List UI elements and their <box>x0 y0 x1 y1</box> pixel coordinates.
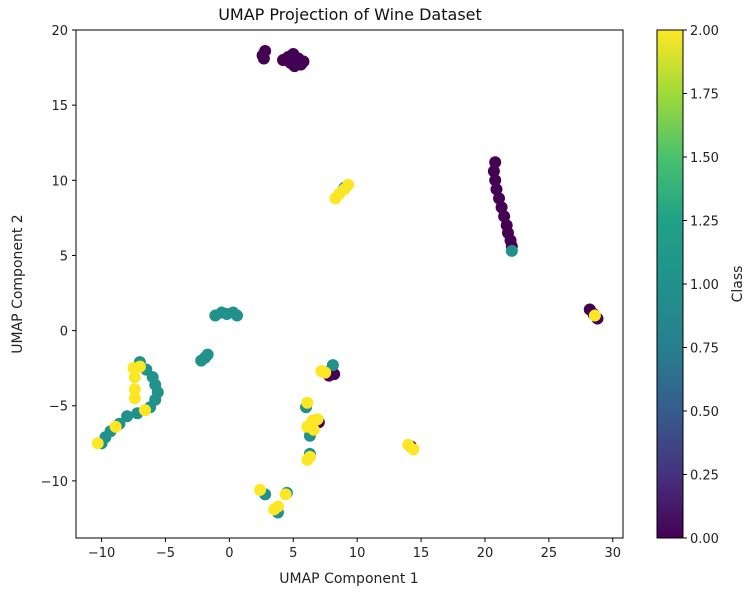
data-point-class-2 <box>128 392 141 405</box>
x-tick-label: 20 <box>477 546 494 561</box>
data-point-class-0 <box>495 201 508 214</box>
data-point-class-2 <box>311 413 324 426</box>
data-point-class-2 <box>254 483 267 496</box>
y-axis-label: UMAP Component 2 <box>10 214 26 353</box>
data-point-class-2 <box>342 178 355 191</box>
data-point-class-2 <box>133 360 146 373</box>
y-tick-label: −10 <box>41 475 68 490</box>
colorbar-tick-label: 0.25 <box>690 469 719 484</box>
data-point-class-2 <box>128 383 141 396</box>
colorbar-tick-label: 1.50 <box>690 151 719 166</box>
data-point-class-2 <box>315 365 328 378</box>
y-tick-label: −5 <box>49 400 68 415</box>
data-point-class-1 <box>231 309 244 322</box>
data-point-class-1 <box>201 348 214 361</box>
y-tick-label: 10 <box>51 174 68 189</box>
points-layer <box>91 45 604 519</box>
x-tick-label: 30 <box>605 546 622 561</box>
data-point-class-0 <box>490 183 503 196</box>
data-point-class-0 <box>489 174 502 187</box>
data-point-class-0 <box>493 192 506 205</box>
colorbar-ticks: 0.00 0.25 0.50 0.75 1.00 1.25 1.50 1.75 2.00 <box>683 24 719 547</box>
colorbar <box>656 29 684 539</box>
x-tick-label: −10 <box>88 546 115 561</box>
plot-frame <box>75 29 624 539</box>
data-point-class-0 <box>487 165 500 178</box>
data-point-class-2 <box>109 420 122 433</box>
data-point-class-2 <box>279 488 292 501</box>
x-tick-label: 15 <box>413 546 430 561</box>
x-axis-label: UMAP Component 1 <box>279 571 418 587</box>
x-tick-label: 5 <box>289 546 297 561</box>
colorbar-tick-label: 1.25 <box>690 215 719 230</box>
y-tick-label: 15 <box>51 99 68 114</box>
data-point-class-1 <box>121 410 134 423</box>
y-tick-label: 0 <box>60 325 68 340</box>
data-point-class-2 <box>139 404 152 417</box>
colorbar-tick-label: 0.00 <box>690 532 719 547</box>
data-point-class-2 <box>301 453 314 466</box>
colorbar-tick-label: 0.50 <box>690 405 719 420</box>
data-point-class-0 <box>257 52 270 65</box>
x-tick-label: 10 <box>349 546 366 561</box>
data-point-class-2 <box>301 396 314 409</box>
x-tick-label: 25 <box>541 546 558 561</box>
colorbar-tick-label: 1.00 <box>690 278 719 293</box>
y-tick-label: 20 <box>51 24 68 39</box>
colorbar-label: Class <box>730 266 746 303</box>
x-tick-label: −5 <box>156 546 175 561</box>
data-point-class-2 <box>268 503 281 516</box>
colorbar-tick-label: 1.75 <box>690 88 719 103</box>
data-point-class-2 <box>128 371 141 384</box>
data-point-class-2 <box>407 443 420 456</box>
data-point-class-0 <box>489 156 502 169</box>
data-point-class-0 <box>294 58 307 71</box>
data-point-class-1 <box>505 244 518 257</box>
colorbar-tick-label: 2.00 <box>690 24 719 39</box>
data-point-class-0 <box>498 210 511 223</box>
y-axis: −10 −5 0 5 10 15 20 <box>41 24 76 490</box>
x-axis: −10 −5 0 5 10 15 20 25 30 <box>88 538 621 561</box>
colorbar-tick-label: 0.75 <box>690 342 719 357</box>
data-point-class-2 <box>307 423 320 436</box>
data-point-class-0 <box>284 57 297 70</box>
chart-title: UMAP Projection of Wine Dataset <box>218 5 482 24</box>
x-tick-label: 0 <box>225 546 233 561</box>
data-point-class-2 <box>91 437 104 450</box>
data-point-class-2 <box>588 309 601 322</box>
data-point-class-1 <box>326 359 339 372</box>
y-tick-label: 5 <box>60 249 68 264</box>
